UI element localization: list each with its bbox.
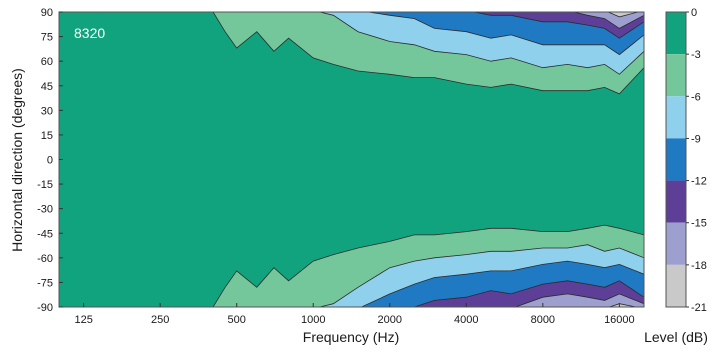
y-tick-label: -30 [37, 204, 53, 216]
y-tick-label: 0 [47, 155, 53, 167]
y-tick-label: 60 [41, 56, 53, 68]
colorbar-tick-label: -21 [691, 302, 707, 314]
colorbar-swatch [666, 54, 686, 97]
x-tick-label: 125 [74, 314, 92, 326]
x-axis: 125 250 500 1000 2000 4000 8000 16000 [74, 303, 635, 326]
y-tick-label: -60 [37, 253, 53, 265]
colorbar-tick-label: 0 [691, 7, 697, 19]
x-tick-label: 4000 [454, 314, 478, 326]
inset-label: 8320 [74, 25, 105, 41]
x-tick-label: 16000 [604, 314, 635, 326]
y-tick-label: -75 [37, 277, 53, 289]
contour-bands [59, 12, 644, 307]
y-tick-label: 90 [41, 7, 53, 19]
colorbar-tick-label: -6 [691, 91, 701, 103]
colorbar-tick-label: -3 [691, 49, 701, 61]
colorbar-tick-label: -18 [691, 260, 707, 272]
y-tick-label: 15 [41, 130, 53, 142]
colorbar-tick-label: -15 [691, 218, 707, 230]
x-tick-label: 2000 [378, 314, 402, 326]
band-level--18-upper [607, 12, 640, 18]
y-tick-label: 75 [41, 32, 53, 44]
band-level--12-upper [472, 12, 644, 39]
colorbar-tick-label: -12 [691, 176, 707, 188]
colorbar-frame [665, 11, 687, 308]
colorbar-swatch [666, 96, 686, 139]
colorbar-swatch [666, 12, 686, 55]
x-tick-label: 500 [228, 314, 246, 326]
colorbar-swatch [666, 138, 686, 181]
y-tick-label: -45 [37, 228, 53, 240]
band-level--15-upper [572, 12, 644, 29]
band-level--15-lower [514, 293, 644, 307]
colorbar-swatch [666, 222, 686, 265]
x-tick-label: 1000 [301, 314, 325, 326]
x-axis-label: Frequency (Hz) [303, 329, 399, 345]
colorbar-swatch [666, 264, 686, 307]
colorbar-tick-label: -9 [691, 133, 701, 145]
y-tick-label: -90 [37, 302, 53, 314]
colorbar: 0 -3 -6 -9 -12 -15 -18 -21 [665, 7, 707, 314]
colorbar-swatch [666, 180, 686, 223]
y-axis: -90 -75 -60 -45 -30 -15 0 15 30 45 60 75 90 [37, 7, 63, 314]
x-tick-label: 8000 [531, 314, 555, 326]
y-tick-label: 45 [41, 81, 53, 93]
y-axis-label: Horizontal direction (degrees) [9, 68, 25, 252]
colorbar-label: Level (dB) [644, 329, 708, 345]
y-tick-label: 30 [41, 105, 53, 117]
y-tick-label: -15 [37, 179, 53, 191]
x-tick-label: 250 [151, 314, 169, 326]
